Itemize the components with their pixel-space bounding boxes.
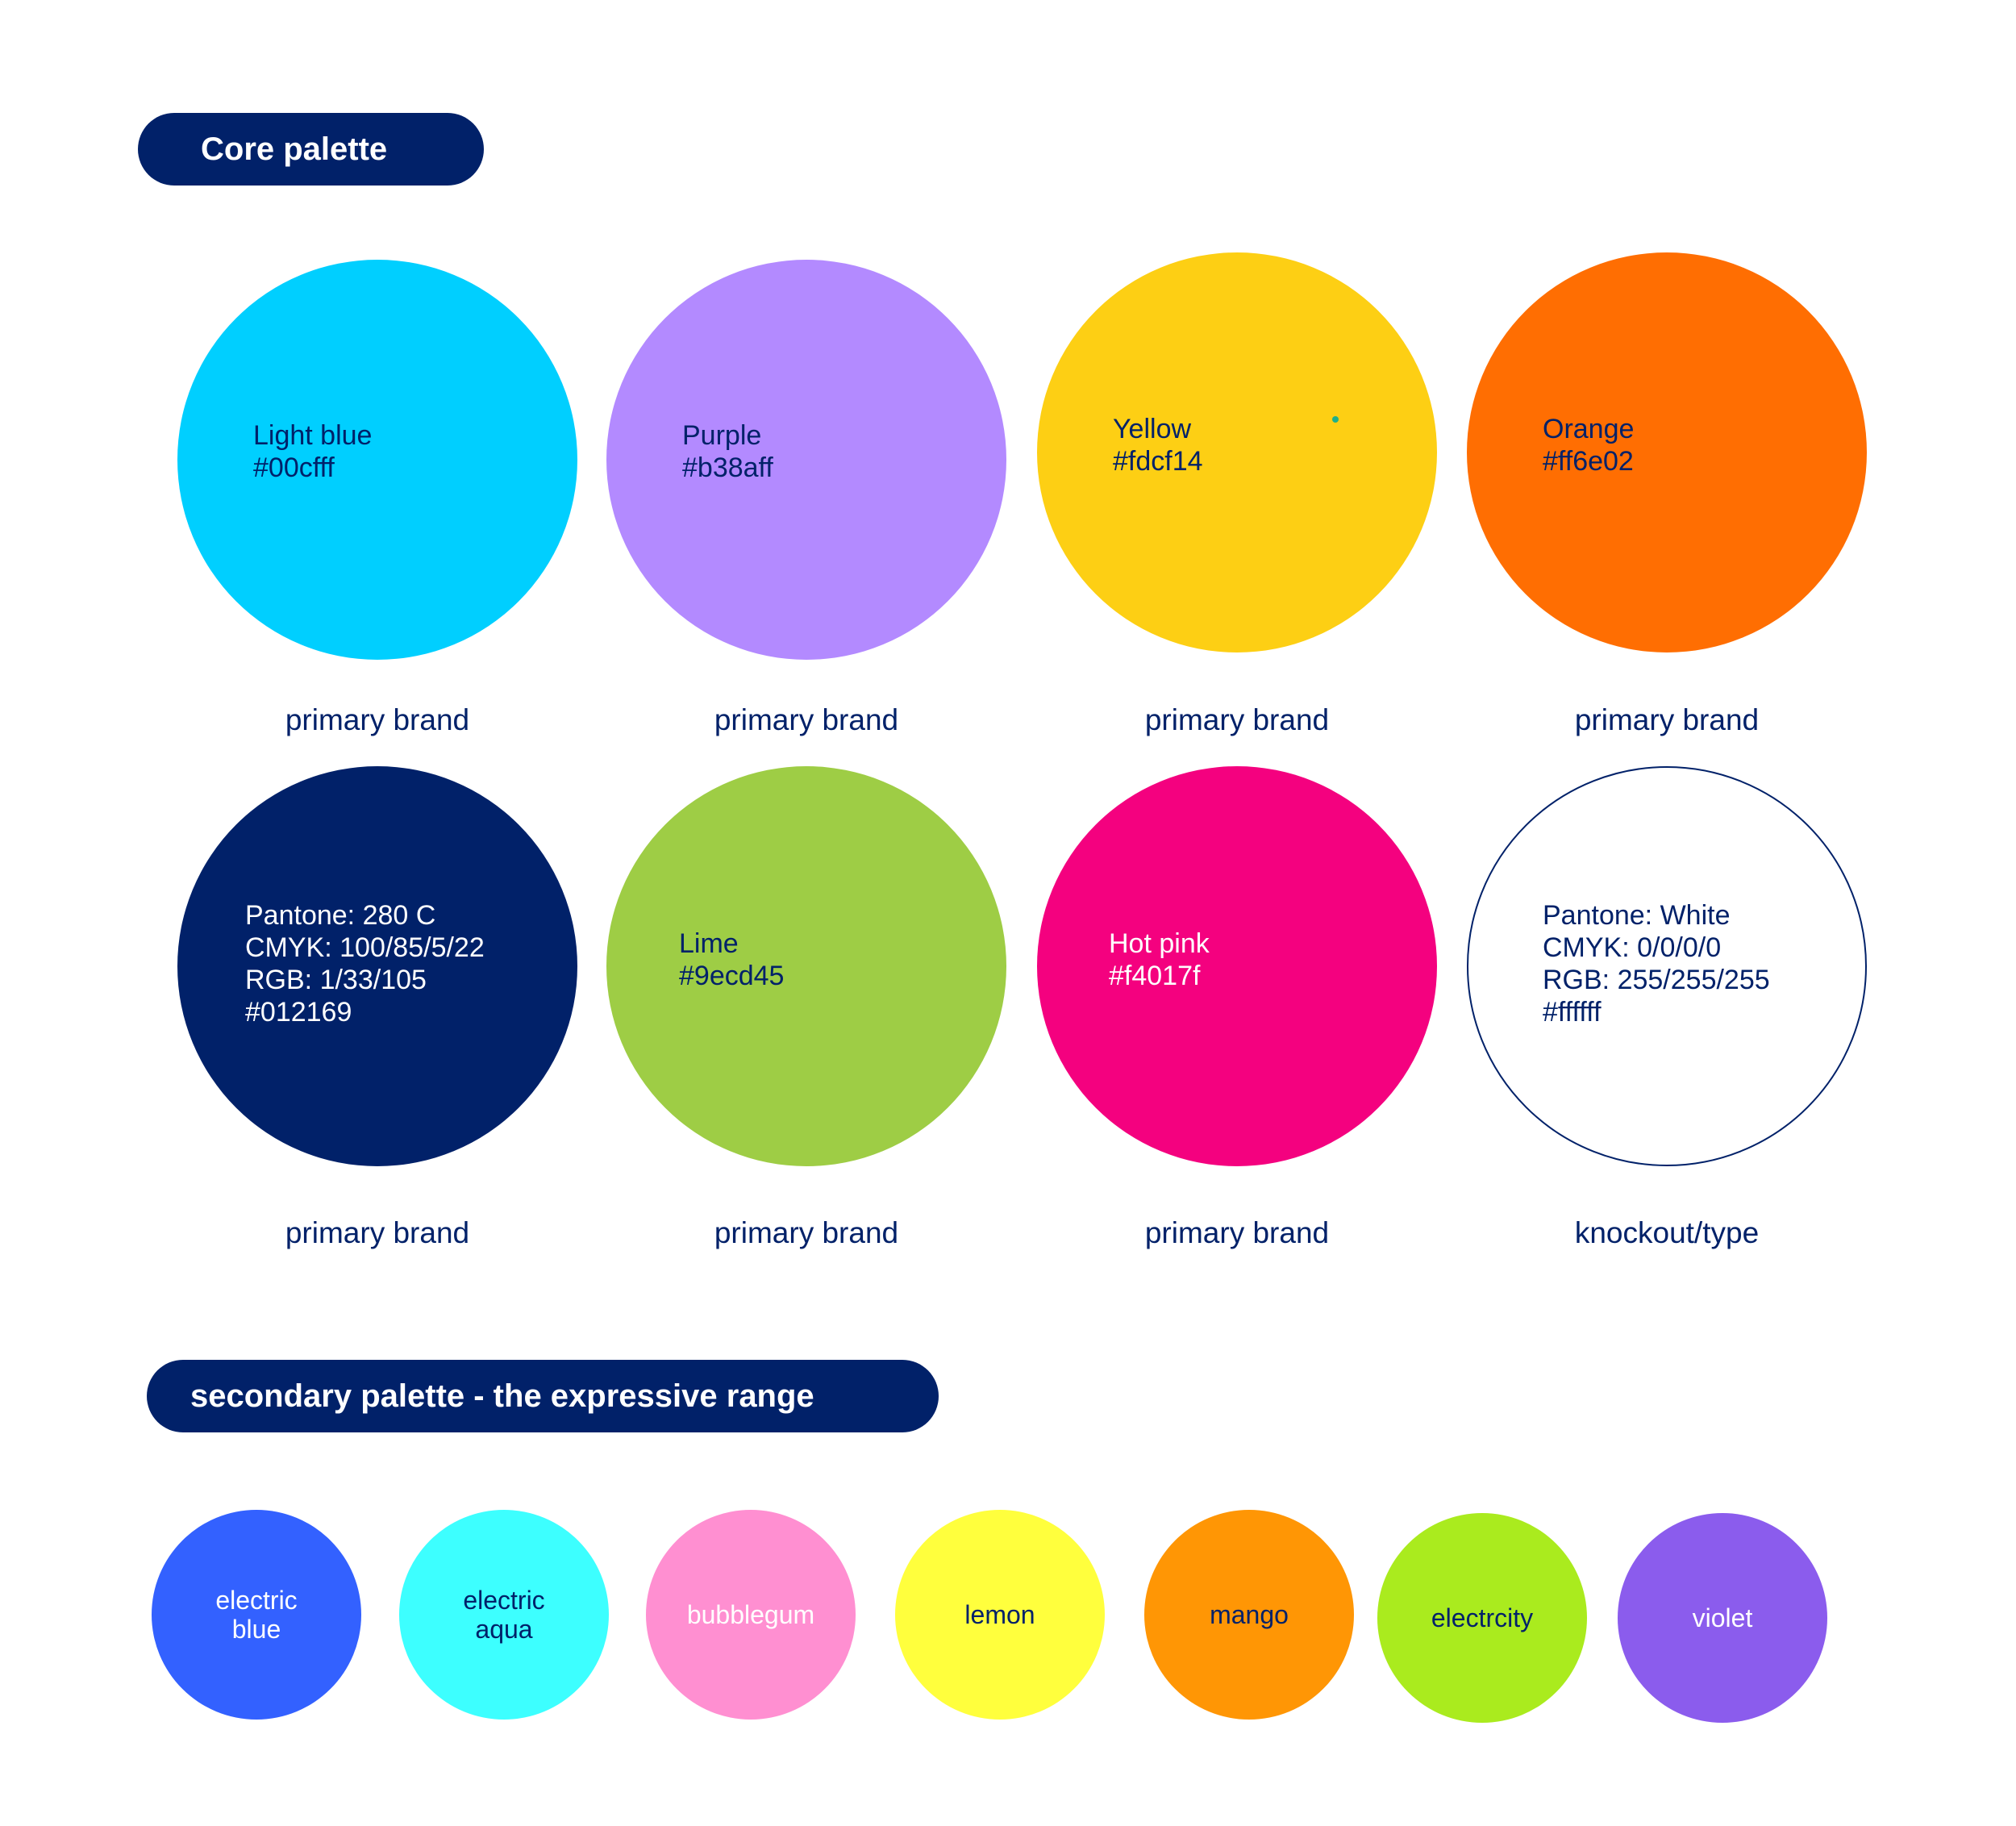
core-swatch-label: Pantone: 280 C CMYK: 100/85/5/22 RGB: 1/33… <box>245 899 485 1028</box>
core-swatch-circle <box>1037 252 1437 652</box>
secondary-swatch-line: lemon <box>964 1600 1035 1629</box>
core-swatch-circle <box>177 260 577 660</box>
core-swatch-line: #00cfff <box>253 452 335 483</box>
core-swatch-line: Hot pink <box>1109 928 1210 959</box>
core-swatch-line: #012169 <box>245 997 352 1028</box>
core-swatch-circle <box>1037 766 1437 1166</box>
core-swatch-line: Pantone: 280 C <box>245 900 436 931</box>
secondary-swatch-line: violet <box>1692 1603 1753 1632</box>
core-swatch-role: primary brand <box>714 703 899 736</box>
core-swatch-label: Light blue #00cfff <box>253 419 372 484</box>
core-swatch-line: CMYK: 100/85/5/22 <box>245 932 485 963</box>
secondary-swatch-line: bubblegum <box>686 1600 815 1629</box>
core-swatch-line: #9ecd45 <box>679 961 785 991</box>
core-swatch-line: Light blue <box>253 420 373 451</box>
core-swatch-line: RGB: 1/33/105 <box>245 965 427 995</box>
core-swatch-label: Yellow #fdcf14 <box>1113 413 1203 477</box>
core-swatch-circle <box>1467 252 1867 652</box>
core-swatch-label: Lime #9ecd45 <box>679 928 784 992</box>
core-swatch-role: primary brand <box>714 1216 899 1249</box>
secondary-swatch-line: electric <box>463 1586 545 1615</box>
secondary-swatch: electrcity <box>1377 1513 1587 1723</box>
core-swatch-line: #ff6e02 <box>1543 446 1634 477</box>
core-swatch-label: Hot pink #f4017f <box>1109 928 1210 992</box>
secondary-swatch-label: electrcity <box>1431 1603 1533 1632</box>
core-swatch-line: #ffffff <box>1543 997 1602 1028</box>
core-swatch-label: Orange #ff6e02 <box>1543 413 1634 477</box>
secondary-swatch: mango <box>1144 1510 1354 1720</box>
stray-dot <box>1332 416 1339 423</box>
core-swatch-line: Purple <box>682 420 762 451</box>
core-swatch-circle <box>606 260 1006 660</box>
core-swatch-line: RGB: 255/255/255 <box>1543 965 1770 995</box>
core-palette-heading: Core palette <box>138 113 484 186</box>
secondary-swatch: electric blue <box>152 1510 361 1720</box>
secondary-swatch: violet <box>1618 1513 1827 1723</box>
secondary-swatch-label: electric blue <box>215 1586 297 1644</box>
core-swatch-line: #b38aff <box>682 452 773 483</box>
secondary-swatch-label: lemon <box>964 1600 1035 1629</box>
core-swatch-line: #f4017f <box>1109 961 1201 991</box>
secondary-swatch: lemon <box>895 1510 1105 1720</box>
secondary-palette-title: secondary palette - the expressive range <box>190 1378 814 1414</box>
core-palette-title: Core palette <box>201 131 388 167</box>
core-swatch-role: primary brand <box>285 1216 470 1249</box>
secondary-swatch-line: electric <box>215 1586 298 1615</box>
core-swatch-circle <box>1467 766 1867 1166</box>
secondary-swatch-label: electric aqua <box>463 1586 544 1644</box>
core-swatch-role: knockout/type <box>1574 1216 1760 1249</box>
core-swatch-label: Pantone: White CMYK: 0/0/0/0 RGB: 255/255/… <box>1543 899 1770 1028</box>
core-swatch-role: primary brand <box>1144 703 1330 736</box>
secondary-swatch-line: blue <box>231 1615 281 1644</box>
core-swatch-circle <box>177 766 577 1166</box>
secondary-palette-heading: secondary palette - the expressive range <box>147 1360 939 1432</box>
secondary-swatch: bubblegum <box>646 1510 856 1720</box>
secondary-swatch: electric aqua <box>399 1510 609 1720</box>
core-swatch-line: Orange <box>1543 414 1635 444</box>
core-swatch-role: primary brand <box>1574 703 1760 736</box>
secondary-swatch-line: mango <box>1210 1600 1289 1629</box>
secondary-swatch-label: violet <box>1693 1603 1753 1632</box>
core-swatch-line: CMYK: 0/0/0/0 <box>1543 932 1722 963</box>
core-swatch-line: Pantone: White <box>1543 900 1731 931</box>
core-swatch-label: Purple #b38aff <box>682 419 773 484</box>
core-swatch-role: primary brand <box>285 703 470 736</box>
core-swatch-circle <box>606 766 1006 1166</box>
secondary-swatch-line: aqua <box>475 1615 533 1644</box>
secondary-swatch-label: bubblegum <box>687 1600 814 1629</box>
core-swatch-line: Lime <box>679 928 739 959</box>
core-swatch-role: primary brand <box>1144 1216 1330 1249</box>
core-swatch-line: #fdcf14 <box>1113 446 1203 477</box>
secondary-swatch-label: mango <box>1210 1600 1289 1629</box>
secondary-swatch-line: electrcity <box>1431 1603 1534 1632</box>
core-swatch-line: Yellow <box>1113 414 1192 444</box>
